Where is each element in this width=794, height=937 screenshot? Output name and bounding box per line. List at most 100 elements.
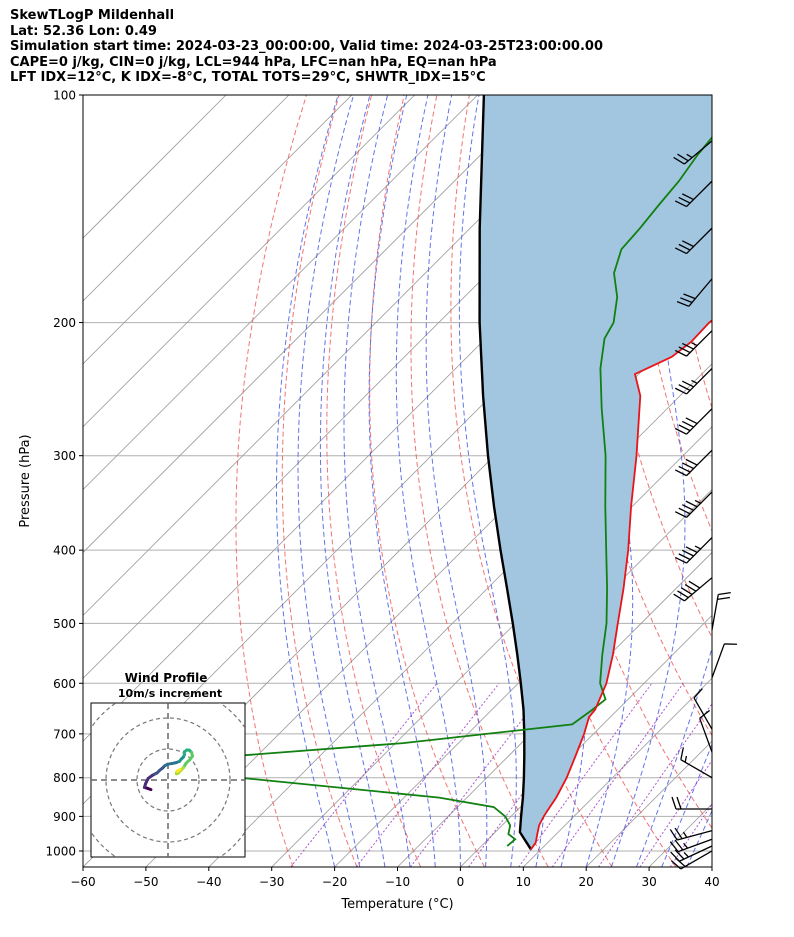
mixing-ratio-line (597, 702, 712, 867)
dewpoint-line (170, 136, 712, 847)
isotherm-line (523, 677, 712, 867)
hodograph-ring (136, 748, 200, 812)
x-tick-label: 0 (457, 875, 465, 889)
x-tick-label: −50 (133, 875, 158, 889)
title-line-station: SkewTLogP Mildenhall (10, 8, 175, 23)
isotherm-line (83, 95, 290, 302)
wind-barb (711, 591, 731, 631)
wind-barb (711, 643, 737, 678)
title-line-times: Simulation start time: 2024-03-23_00:00:… (10, 39, 603, 55)
isotherm-line (334, 489, 712, 867)
x-axis-label: Temperature (°C) (340, 897, 453, 912)
wind-barb (674, 330, 713, 357)
chart-title: SkewTLogP Mildenhall Lat: 52.36 Lon: 0.4… (10, 8, 603, 86)
wind-barb (670, 845, 713, 862)
x-tick-label: −40 (196, 875, 221, 889)
y-tick-label: 200 (53, 316, 76, 330)
moist-adiabat (425, 95, 488, 867)
title-line-location: Lat: 52.36 Lon: 0.49 (10, 23, 157, 39)
wind-barb (674, 180, 713, 208)
mixing-ratio-line (290, 682, 438, 867)
x-tick-label: −20 (322, 875, 347, 889)
mixing-ratio-line (669, 803, 712, 867)
wind-barb (693, 688, 713, 730)
wind-barb (680, 747, 713, 779)
wind-barb (674, 408, 713, 435)
moist-adiabat (661, 743, 712, 867)
moist-adiabat (636, 646, 712, 867)
wind-barb (699, 709, 713, 753)
isotherm-line (83, 95, 604, 616)
wind-barb (669, 838, 713, 853)
title-line-stability: LFT IDX=12°C, K IDX=-8°C, TOTAL TOTS=29°… (10, 70, 486, 86)
parcel-line (478, 95, 532, 850)
isotherm-line (83, 95, 478, 491)
moist-adiabat (610, 95, 686, 867)
x-tick-label: 20 (579, 875, 594, 889)
y-tick-label: 300 (53, 449, 76, 463)
y-tick-label: 800 (53, 771, 76, 785)
moist-adiabat (711, 865, 712, 867)
dry-adiabat (410, 95, 549, 867)
y-tick-label: 900 (53, 810, 76, 824)
hodograph-title: Wind Profile (125, 671, 208, 685)
moist-adiabat (297, 95, 361, 867)
wind-barb (674, 227, 713, 255)
profile-lines (170, 95, 712, 850)
y-tick-label: 100 (53, 89, 76, 103)
moist-adiabat (343, 95, 411, 867)
isotherm-line (83, 95, 353, 365)
x-tick-label: −30 (259, 875, 284, 889)
hodograph-segment (176, 767, 182, 773)
wind-barb (673, 140, 713, 165)
x-tick-label: −10 (385, 875, 410, 889)
x-tick-label: 40 (704, 875, 719, 889)
wind-barb (674, 491, 713, 518)
moist-adiabat (276, 95, 339, 867)
wind-barb (671, 796, 712, 810)
hodograph-subtitle: 10m/s increment (118, 687, 222, 700)
dry-adiabat (235, 95, 307, 867)
wind-barb (669, 827, 713, 841)
hodograph-ring (105, 717, 231, 843)
isotherm-line (460, 614, 712, 867)
isotherm-line (711, 866, 712, 867)
axis-ticks: −60 −50 −40 −30 −20 −10 0 10 20 30 40 1000 900 800 700… (45, 89, 719, 890)
mixing-ratio-line (639, 759, 712, 867)
dry-adiabat (281, 95, 358, 867)
x-tick-label: −60 (70, 875, 95, 889)
moist-adiabat (368, 95, 436, 867)
y-tick-label: 400 (53, 544, 76, 558)
y-tick-label: 700 (53, 727, 76, 741)
dry-adiabat (450, 95, 613, 867)
temperature-line (530, 319, 712, 850)
isotherm-line (83, 95, 541, 554)
moist-adiabat (319, 95, 386, 867)
wind-barb (674, 537, 713, 564)
mixing-ratio-line (551, 683, 684, 867)
isotherm-line (83, 95, 227, 239)
hodograph-inset: Wind Profile 10m/s increment (90, 671, 246, 858)
y-axis-label: Pressure (hPa) (18, 434, 33, 527)
dry-adiabat (730, 95, 794, 867)
isotherm-line (271, 426, 712, 867)
cin-shade (479, 95, 712, 850)
dry-adiabat (369, 95, 485, 867)
x-tick-label: 30 (641, 875, 656, 889)
title-line-indices: CAPE=0 j/kg, CIN=0 j/kg, LCL=944 hPa, LF… (10, 54, 497, 70)
x-tick-label: 10 (516, 875, 531, 889)
moist-adiabat (395, 95, 461, 867)
moist-adiabat (686, 809, 712, 867)
wind-barb (674, 449, 713, 477)
isotherm-line (83, 95, 415, 428)
dry-adiabat (326, 95, 422, 867)
wind-barb (676, 278, 713, 307)
wind-barb (674, 367, 713, 395)
moist-adiabat (458, 95, 517, 867)
wind-barb (673, 577, 713, 602)
dry-adiabat (763, 95, 794, 867)
mixing-ratio-line (355, 682, 500, 867)
y-tick-label: 1000 (45, 844, 76, 858)
y-tick-label: 500 (53, 617, 76, 631)
